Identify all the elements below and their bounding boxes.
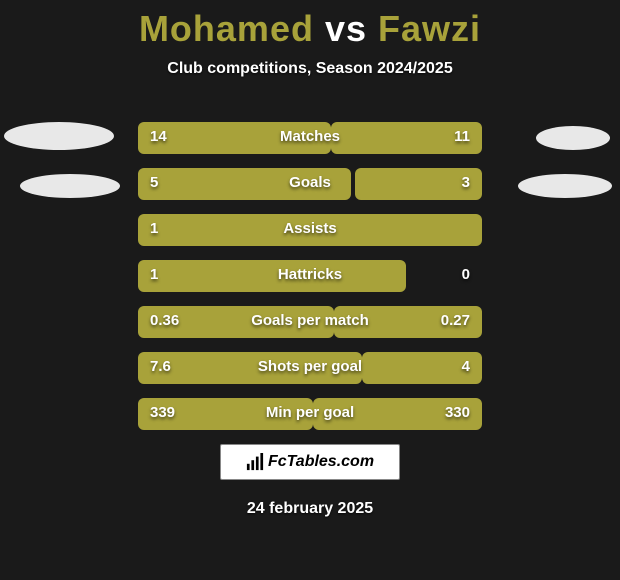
stat-row: 1411Matches (138, 122, 482, 154)
logo-box: FcTables.com (220, 444, 400, 480)
subtitle: Club competitions, Season 2024/2025 (0, 60, 620, 78)
bar-left (138, 352, 362, 384)
stat-row: 7.64Shots per goal (138, 352, 482, 384)
stat-row: 53Goals (138, 168, 482, 200)
player-left-name: Mohamed (139, 8, 314, 49)
stat-value-right: 0.27 (441, 312, 470, 329)
stat-value-left: 0.36 (150, 312, 179, 329)
logo-text: FcTables.com (268, 453, 374, 471)
stat-row: 1Assists (138, 214, 482, 246)
stat-value-right: 3 (462, 174, 470, 191)
stat-value-left: 14 (150, 128, 167, 145)
stat-value-left: 1 (150, 220, 158, 237)
stat-value-left: 1 (150, 266, 158, 283)
decor-ellipse (518, 174, 612, 198)
decor-ellipse (20, 174, 120, 198)
decor-ellipse (536, 126, 610, 150)
decor-ellipse (4, 122, 114, 150)
stat-value-left: 339 (150, 404, 175, 421)
date-line: 24 february 2025 (0, 500, 620, 518)
stat-row: 0.360.27Goals per match (138, 306, 482, 338)
stat-value-right: 330 (445, 404, 470, 421)
stat-row: 10Hattricks (138, 260, 482, 292)
stat-value-left: 7.6 (150, 358, 171, 375)
stat-row: 339330Min per goal (138, 398, 482, 430)
stat-value-right: 4 (462, 358, 470, 375)
bar-left (138, 168, 351, 200)
stats-bars: 1411Matches53Goals1Assists10Hattricks0.3… (138, 122, 482, 444)
stat-value-right: 11 (454, 128, 470, 145)
comparison-title: Mohamed vs Fawzi (0, 0, 620, 50)
barchart-icon (246, 453, 264, 471)
stat-value-right: 0 (462, 266, 470, 283)
bar-left (138, 260, 406, 292)
stat-value-left: 5 (150, 174, 158, 191)
bar-left (138, 214, 482, 246)
player-right-name: Fawzi (378, 8, 481, 49)
vs-text: vs (325, 8, 367, 49)
